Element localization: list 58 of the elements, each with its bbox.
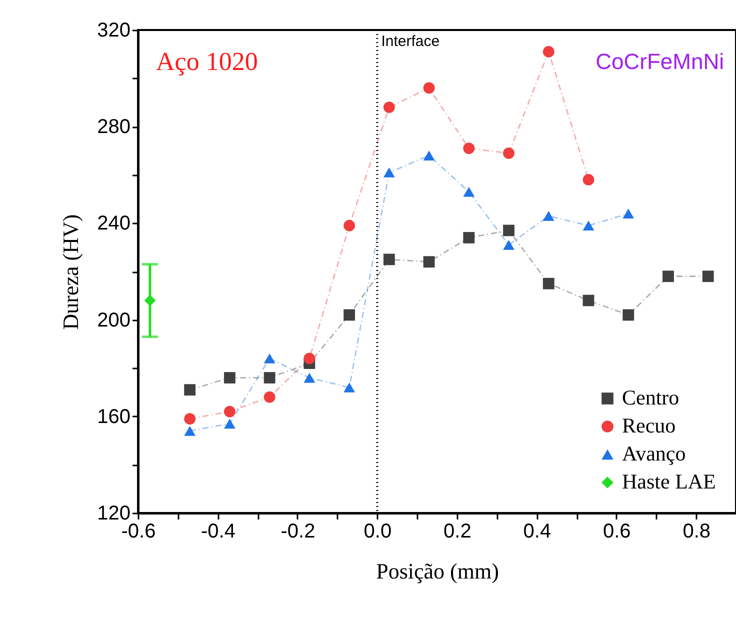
- x-tick-label: 0.2: [444, 520, 472, 542]
- annotation: Aço 1020: [156, 47, 258, 76]
- point: [184, 426, 196, 436]
- point: [463, 232, 475, 244]
- y-tick-label: 160: [97, 406, 130, 428]
- point: [144, 294, 156, 306]
- point: [264, 372, 276, 384]
- point: [344, 309, 355, 321]
- legend-label: Avanço: [622, 442, 686, 466]
- point: [503, 240, 514, 250]
- point: [503, 147, 514, 159]
- x-tick-label: -0.2: [280, 520, 316, 542]
- point: [582, 174, 594, 186]
- point: [622, 208, 634, 218]
- point: [264, 354, 276, 364]
- point: [184, 413, 196, 425]
- point: [702, 270, 714, 282]
- point: [383, 168, 395, 178]
- legend-label: Haste LAE: [622, 470, 716, 494]
- point: [423, 150, 435, 161]
- point: [264, 391, 276, 403]
- point: [304, 372, 316, 383]
- point: [582, 294, 594, 306]
- point: [662, 270, 674, 282]
- point: [463, 142, 475, 154]
- point: [224, 418, 236, 429]
- x-axis-title: Posição (mm): [376, 558, 499, 584]
- y-axis-title: Dureza (HV): [58, 214, 84, 330]
- point: [383, 102, 395, 113]
- point: [542, 46, 554, 58]
- legend-label: Recuo: [622, 414, 676, 438]
- point: [304, 352, 316, 364]
- point: [582, 220, 594, 231]
- x-tick-label: 0.0: [364, 520, 392, 542]
- y-tick-label: 200: [97, 309, 130, 332]
- point: [542, 211, 554, 221]
- x-tick-label: 0.6: [602, 520, 631, 542]
- point: [423, 82, 435, 94]
- point: [344, 220, 355, 232]
- annotation: CoCrFeMnNi: [596, 49, 724, 74]
- point: [463, 186, 475, 197]
- legend-label: Centro: [622, 386, 680, 410]
- x-tick-label: 0.8: [682, 520, 711, 542]
- point: [224, 372, 236, 384]
- point: [503, 224, 514, 236]
- x-tick-label: -0.4: [201, 520, 236, 542]
- y-tick-label: 280: [97, 116, 130, 138]
- y-tick-label: 240: [97, 212, 130, 235]
- point: [383, 254, 395, 266]
- point: [344, 382, 355, 392]
- ref-line-label: Interface: [381, 33, 440, 50]
- point: [622, 309, 634, 321]
- point: [224, 406, 236, 418]
- y-tick-label: 320: [97, 20, 130, 42]
- point: [184, 384, 196, 396]
- x-tick-label: 0.4: [523, 520, 552, 542]
- point: [423, 256, 435, 268]
- point: [542, 278, 554, 290]
